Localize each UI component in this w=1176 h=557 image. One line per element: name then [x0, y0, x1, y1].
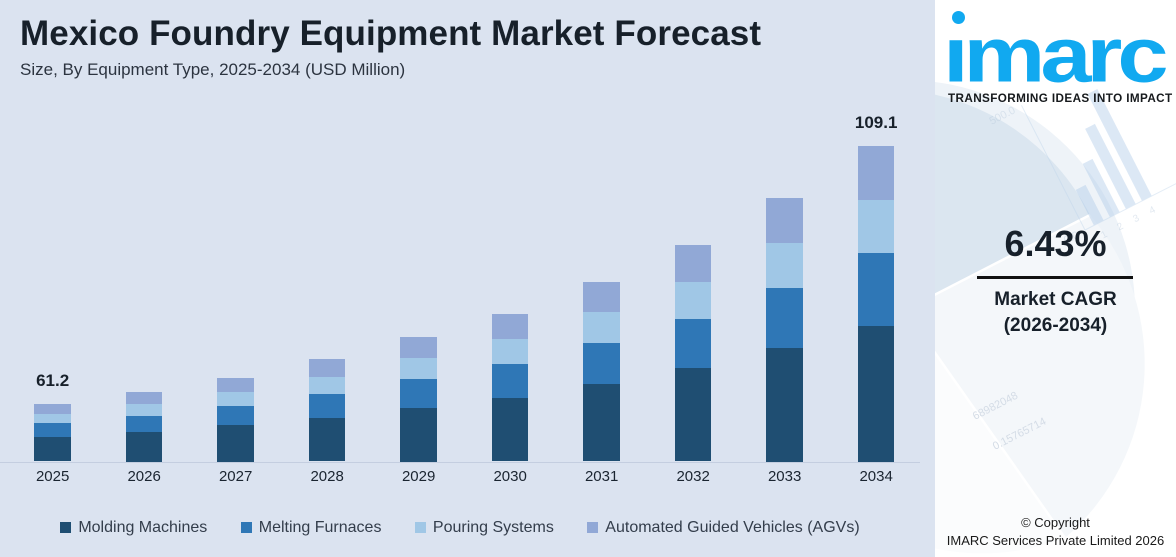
svg-text:4: 4 — [1147, 204, 1157, 217]
